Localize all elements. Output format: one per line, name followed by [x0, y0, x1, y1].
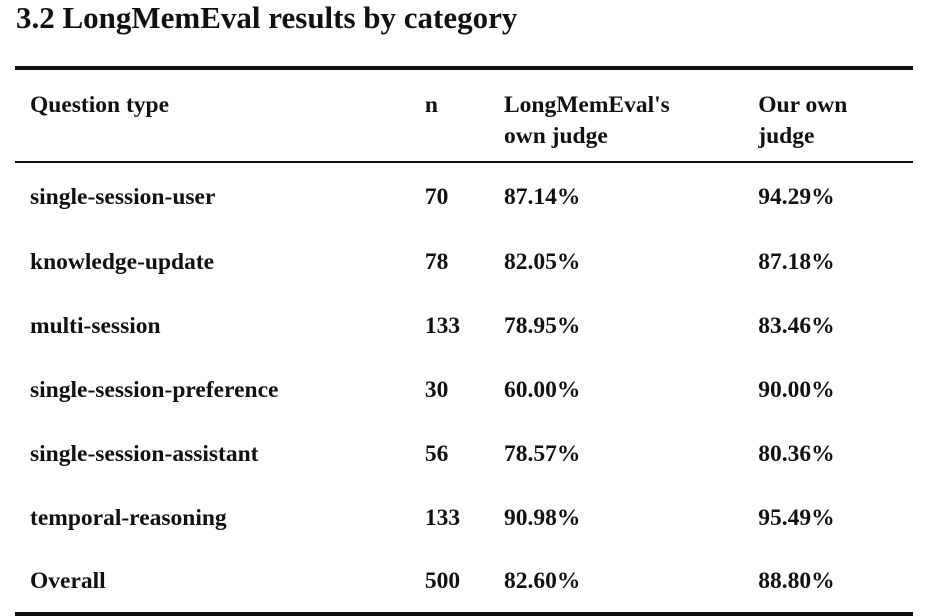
cell-n: 133: [424, 313, 461, 339]
cell-longmemeval-judge: 78.95%: [503, 313, 581, 339]
table-row: single-session-assistant 56 78.57% 80.36…: [15, 422, 913, 486]
cell-n: 78: [424, 249, 449, 275]
header-longmemeval-judge-line-2: own judge: [503, 123, 608, 149]
table-row: single-session-preference 30 60.00% 90.0…: [15, 358, 913, 422]
cell-longmemeval-judge: 78.57%: [503, 441, 581, 467]
cell-longmemeval-judge: 82.60%: [503, 568, 581, 594]
section-title: 3.2 LongMemEval results by category: [16, 0, 518, 35]
cell-n: 70: [424, 183, 449, 210]
cell-own-judge: 87.18%: [758, 249, 835, 275]
header-longmemeval-judge: LongMemEval's own judge: [504, 68, 758, 162]
cell-own-judge: 80.36%: [758, 441, 835, 467]
cell-question-type: multi-session: [30, 313, 161, 339]
cell-n: 500: [424, 568, 461, 594]
table-row: knowledge-update 78 82.05% 87.18%: [15, 230, 913, 294]
cell-question-type: single-session-assistant: [30, 441, 259, 467]
cell-own-judge: 95.49%: [758, 505, 835, 531]
cell-question-type: single-session-preference: [30, 377, 279, 403]
header-row: Question type n LongMemEval's own judge …: [15, 68, 913, 162]
table-row: temporal-reasoning 133 90.98% 95.49%: [15, 486, 913, 550]
cell-question-type: temporal-reasoning: [30, 505, 227, 531]
table-row: single-session-user 70 87.14% 94.29%: [15, 162, 913, 230]
cell-longmemeval-judge: 60.00%: [503, 377, 581, 403]
cell-question-type: Overall: [30, 568, 106, 594]
table-body: single-session-user 70 87.14% 94.29% kno…: [15, 162, 913, 614]
cell-n: 133: [424, 505, 461, 531]
cell-n: 56: [424, 441, 449, 467]
cell-own-judge: 94.29%: [758, 183, 835, 210]
cell-n: 30: [424, 377, 449, 403]
header-own-judge: Our own judge: [758, 68, 913, 162]
cell-own-judge: 88.80%: [758, 568, 835, 594]
cell-longmemeval-judge: 90.98%: [503, 505, 581, 531]
table-row: multi-session 133 78.95% 83.46%: [15, 294, 913, 358]
results-table: Question type n LongMemEval's own judge …: [15, 66, 913, 616]
cell-own-judge: 90.00%: [758, 377, 835, 403]
header-own-judge-line-1: Our own: [758, 92, 848, 118]
header-question-type: Question type: [30, 92, 170, 118]
header-n: n: [424, 92, 438, 118]
cell-question-type: knowledge-update: [30, 249, 215, 275]
table-header: Question type n LongMemEval's own judge …: [15, 68, 913, 162]
table-row-overall: Overall 500 82.60% 88.80%: [15, 550, 913, 614]
cell-own-judge: 83.46%: [758, 313, 835, 339]
cell-longmemeval-judge: 87.14%: [503, 183, 581, 210]
header-own-judge-line-2: judge: [758, 123, 815, 149]
header-longmemeval-judge-line-1: LongMemEval's: [503, 92, 670, 118]
cell-question-type: single-session-user: [30, 183, 216, 210]
cell-longmemeval-judge: 82.05%: [503, 249, 581, 275]
